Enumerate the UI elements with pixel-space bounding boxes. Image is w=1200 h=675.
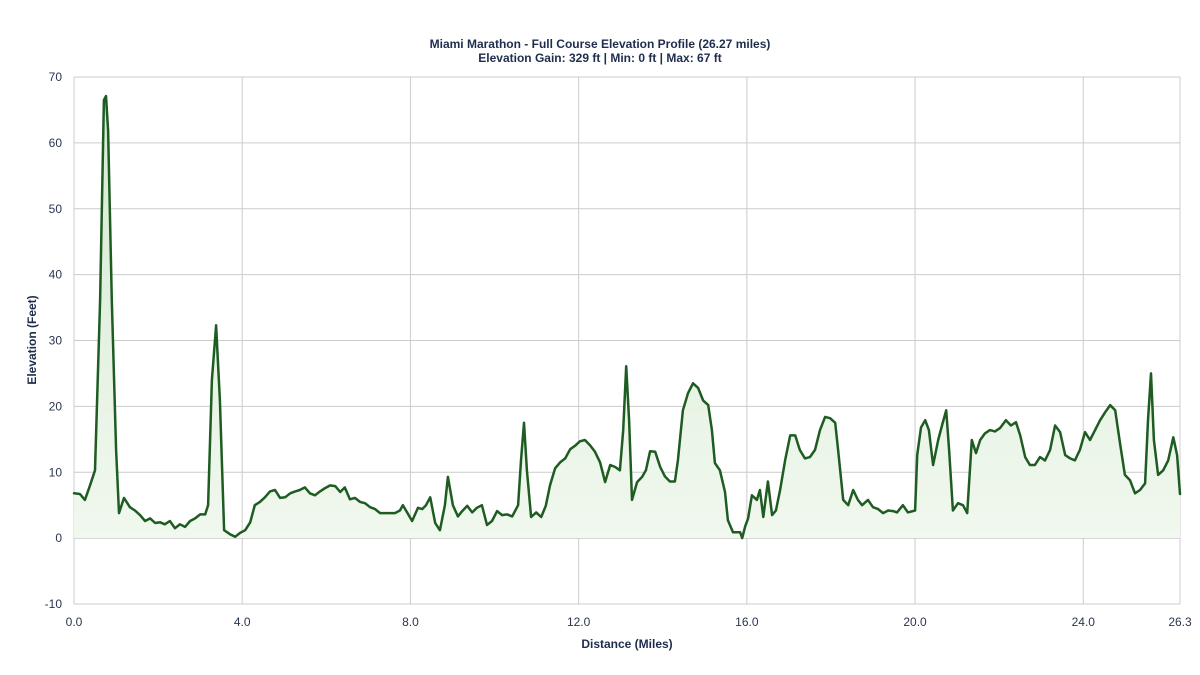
y-tick-label: 60 <box>49 136 63 150</box>
x-axis-label: Distance (Miles) <box>581 637 672 651</box>
elevation-area <box>74 96 1180 539</box>
chart-subtitle: Elevation Gain: 329 ft | Min: 0 ft | Max… <box>478 51 721 65</box>
y-axis-label: Elevation (Feet) <box>25 295 39 384</box>
x-tick-label: 0.0 <box>66 615 83 629</box>
x-tick-label: 20.0 <box>903 615 927 629</box>
y-tick-label: 40 <box>49 268 63 282</box>
tick-labels: -10 0 10 20 30 40 50 60 70 0.0 4.0 8.0 12.0 16.0 20.0 2… <box>45 70 1192 629</box>
elevation-line <box>72 94 1182 540</box>
x-tick-label: 12.0 <box>567 615 591 629</box>
y-tick-label: -10 <box>45 597 63 611</box>
x-tick-label: 24.0 <box>1072 615 1096 629</box>
x-tick-label: 4.0 <box>234 615 251 629</box>
x-tick-label: 26.3 <box>1168 615 1192 629</box>
chart-title: Miami Marathon - Full Course Elevation P… <box>430 37 771 51</box>
y-tick-label: 30 <box>49 334 63 348</box>
y-tick-label: 0 <box>55 531 62 545</box>
y-tick-label: 70 <box>49 70 63 84</box>
x-tick-label: 16.0 <box>735 615 759 629</box>
x-tick-label: 8.0 <box>402 615 419 629</box>
y-tick-label: 50 <box>49 202 63 216</box>
y-tick-label: 10 <box>49 465 63 479</box>
y-tick-label: 20 <box>49 399 63 413</box>
